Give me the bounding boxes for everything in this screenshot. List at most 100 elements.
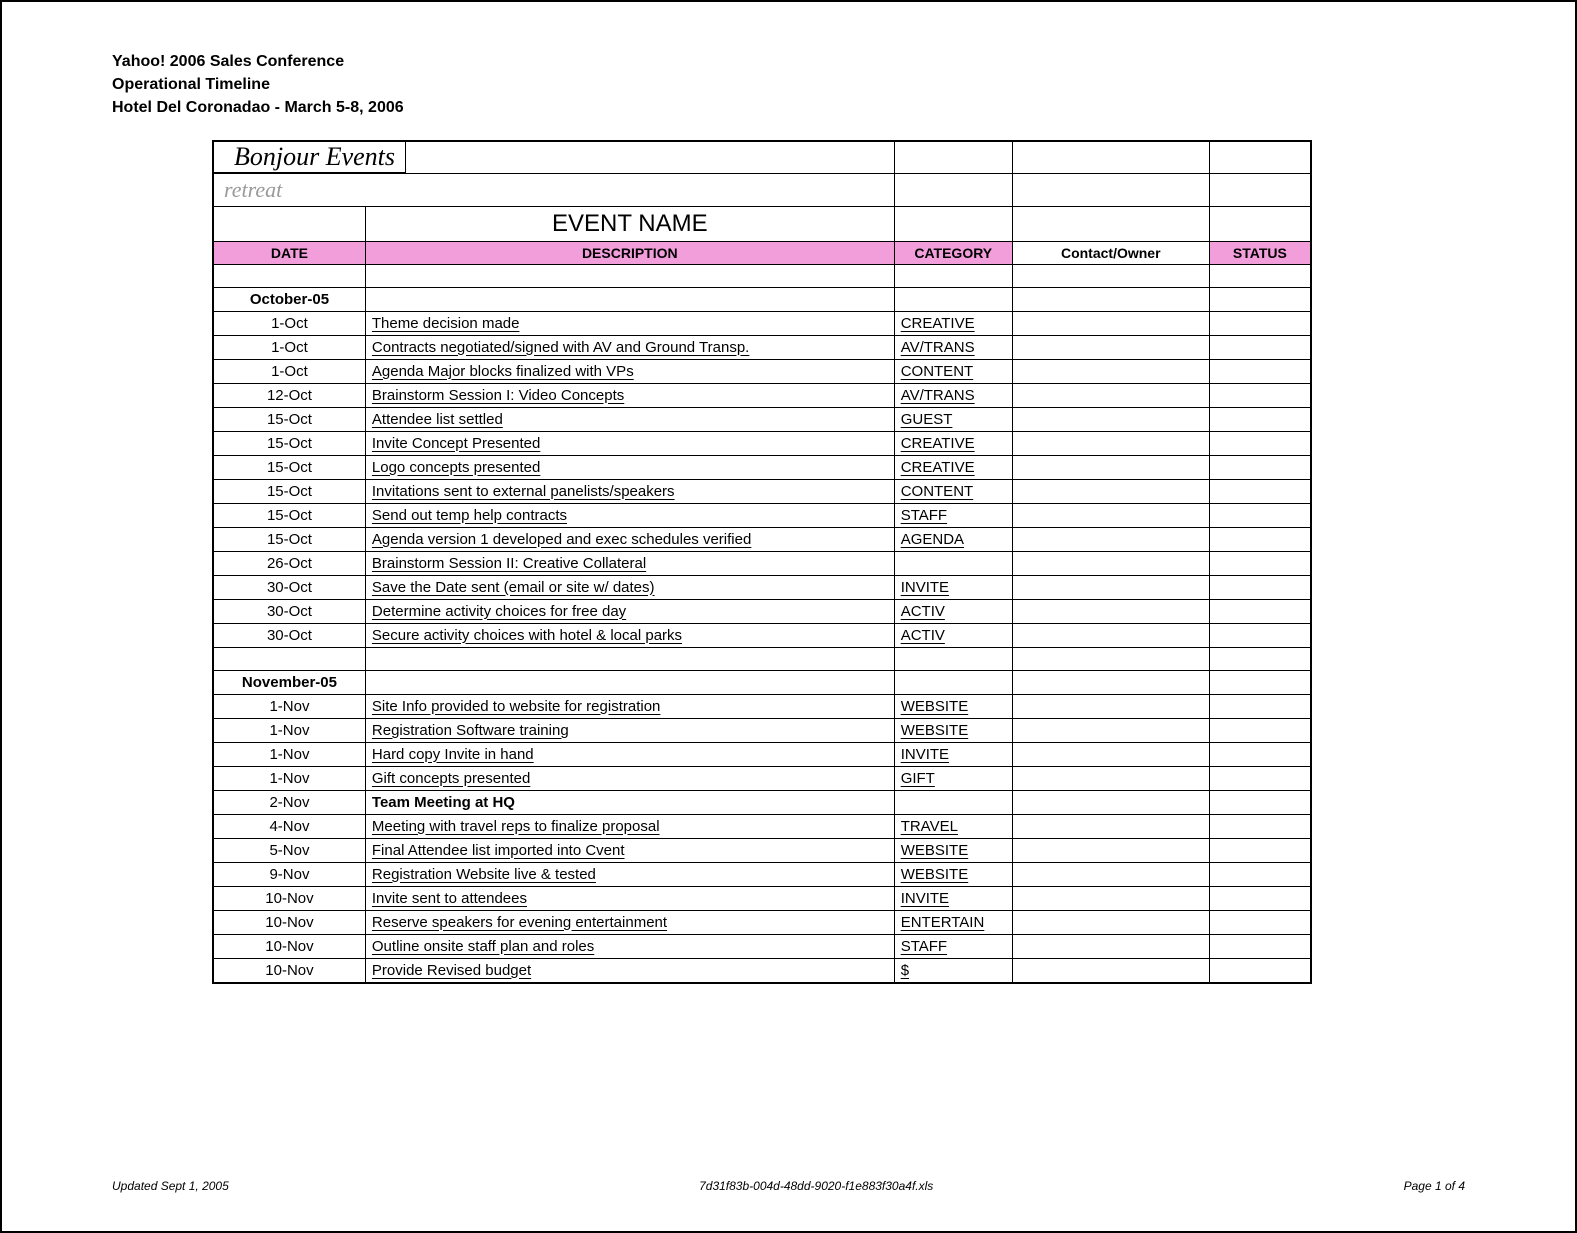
table-row: 10-NovInvite sent to attendeesINVITE — [214, 886, 1311, 910]
date-cell: 1-Oct — [214, 311, 366, 335]
category-cell: CREATIVE — [894, 311, 1012, 335]
status-cell — [1209, 335, 1310, 359]
header-line-2: Operational Timeline — [112, 73, 1465, 96]
page: Yahoo! 2006 Sales Conference Operational… — [0, 0, 1577, 1233]
status-cell — [1209, 694, 1310, 718]
month-row-oct: October-05 — [214, 287, 1311, 311]
owner-cell — [1012, 527, 1209, 551]
owner-cell — [1012, 455, 1209, 479]
category-cell: AGENDA — [894, 527, 1012, 551]
category-cell — [894, 551, 1012, 575]
table-row: 15-OctAttendee list settledGUEST — [214, 407, 1311, 431]
category-cell: WEBSITE — [894, 694, 1012, 718]
category-cell: CREATIVE — [894, 431, 1012, 455]
date-cell: 30-Oct — [214, 599, 366, 623]
status-cell — [1209, 311, 1310, 335]
owner-cell — [1012, 766, 1209, 790]
owner-cell — [1012, 790, 1209, 814]
category-cell: ENTERTAIN — [894, 910, 1012, 934]
status-cell — [1209, 910, 1310, 934]
status-cell — [1209, 814, 1310, 838]
owner-cell — [1012, 910, 1209, 934]
description-cell: Outline onsite staff plan and roles — [365, 934, 894, 958]
empty-cell — [1012, 141, 1209, 173]
month-row-nov: November-05 — [214, 670, 1311, 694]
category-cell: TRAVEL — [894, 814, 1012, 838]
timeline-table: Bonjour Events retreat EVENT NAME DA — [213, 141, 1311, 983]
description-cell: Send out temp help contracts — [365, 503, 894, 527]
description-cell: Agenda Major blocks finalized with VPs — [365, 359, 894, 383]
description-cell: Meeting with travel reps to finalize pro… — [365, 814, 894, 838]
header-line-3: Hotel Del Coronadao - March 5-8, 2006 — [112, 96, 1465, 119]
date-cell: 10-Nov — [214, 886, 366, 910]
category-cell: GIFT — [894, 766, 1012, 790]
description-cell: Registration Website live & tested — [365, 862, 894, 886]
col-category: CATEGORY — [894, 241, 1012, 264]
date-cell: 1-Nov — [214, 718, 366, 742]
status-cell — [1209, 383, 1310, 407]
description-cell: Brainstorm Session I: Video Concepts — [365, 383, 894, 407]
status-cell — [1209, 503, 1310, 527]
status-cell — [1209, 527, 1310, 551]
date-cell: 30-Oct — [214, 575, 366, 599]
status-cell — [1209, 838, 1310, 862]
description-cell: Theme decision made — [365, 311, 894, 335]
month-label: November-05 — [214, 670, 366, 694]
status-cell — [1209, 407, 1310, 431]
status-cell — [1209, 958, 1310, 982]
owner-cell — [1012, 742, 1209, 766]
description-cell: Determine activity choices for free day — [365, 599, 894, 623]
blank-row — [214, 264, 1311, 287]
date-cell: 4-Nov — [214, 814, 366, 838]
status-cell — [1209, 623, 1310, 647]
table-row: 1-OctContracts negotiated/signed with AV… — [214, 335, 1311, 359]
owner-cell — [1012, 359, 1209, 383]
status-cell — [1209, 742, 1310, 766]
date-cell: 10-Nov — [214, 958, 366, 982]
owner-cell — [1012, 335, 1209, 359]
owner-cell — [1012, 575, 1209, 599]
status-cell — [1209, 431, 1310, 455]
col-description: DESCRIPTION — [365, 241, 894, 264]
month-label: October-05 — [214, 287, 366, 311]
category-cell: INVITE — [894, 575, 1012, 599]
table-row: 10-NovReserve speakers for evening enter… — [214, 910, 1311, 934]
owner-cell — [1012, 479, 1209, 503]
owner-cell — [1012, 838, 1209, 862]
date-cell: 15-Oct — [214, 455, 366, 479]
category-cell — [894, 790, 1012, 814]
category-cell: $ — [894, 958, 1012, 982]
description-cell: Team Meeting at HQ — [365, 790, 894, 814]
description-cell: Provide Revised budget — [365, 958, 894, 982]
owner-cell — [1012, 599, 1209, 623]
status-cell — [1209, 886, 1310, 910]
description-cell: Site Info provided to website for regist… — [365, 694, 894, 718]
date-cell: 1-Nov — [214, 694, 366, 718]
page-footer: Updated Sept 1, 2005 7d31f83b-004d-48dd-… — [112, 1179, 1465, 1193]
date-cell: 15-Oct — [214, 431, 366, 455]
col-owner: Contact/Owner — [1012, 241, 1209, 264]
table-row: 1-NovRegistration Software trainingWEBSI… — [214, 718, 1311, 742]
status-cell — [1209, 551, 1310, 575]
category-cell: WEBSITE — [894, 838, 1012, 862]
table-row: 1-OctTheme decision madeCREATIVE — [214, 311, 1311, 335]
footer-center: 7d31f83b-004d-48dd-9020-f1e883f30a4f.xls — [699, 1179, 933, 1193]
owner-cell — [1012, 886, 1209, 910]
event-name-row: EVENT NAME — [214, 206, 1311, 241]
category-cell: STAFF — [894, 934, 1012, 958]
status-cell — [1209, 479, 1310, 503]
status-cell — [1209, 718, 1310, 742]
description-cell: Contracts negotiated/signed with AV and … — [365, 335, 894, 359]
description-cell: Logo concepts presented — [365, 455, 894, 479]
table-row: 15-OctInvite Concept PresentedCREATIVE — [214, 431, 1311, 455]
status-cell — [1209, 455, 1310, 479]
date-cell: 15-Oct — [214, 479, 366, 503]
category-cell: CONTENT — [894, 359, 1012, 383]
table-row: 15-OctLogo concepts presentedCREATIVE — [214, 455, 1311, 479]
table-row: 1-OctAgenda Major blocks finalized with … — [214, 359, 1311, 383]
event-name-label: EVENT NAME — [365, 206, 894, 241]
category-cell: ACTIV — [894, 599, 1012, 623]
description-cell: Brainstorm Session II: Creative Collater… — [365, 551, 894, 575]
status-cell — [1209, 359, 1310, 383]
description-cell: Attendee list settled — [365, 407, 894, 431]
